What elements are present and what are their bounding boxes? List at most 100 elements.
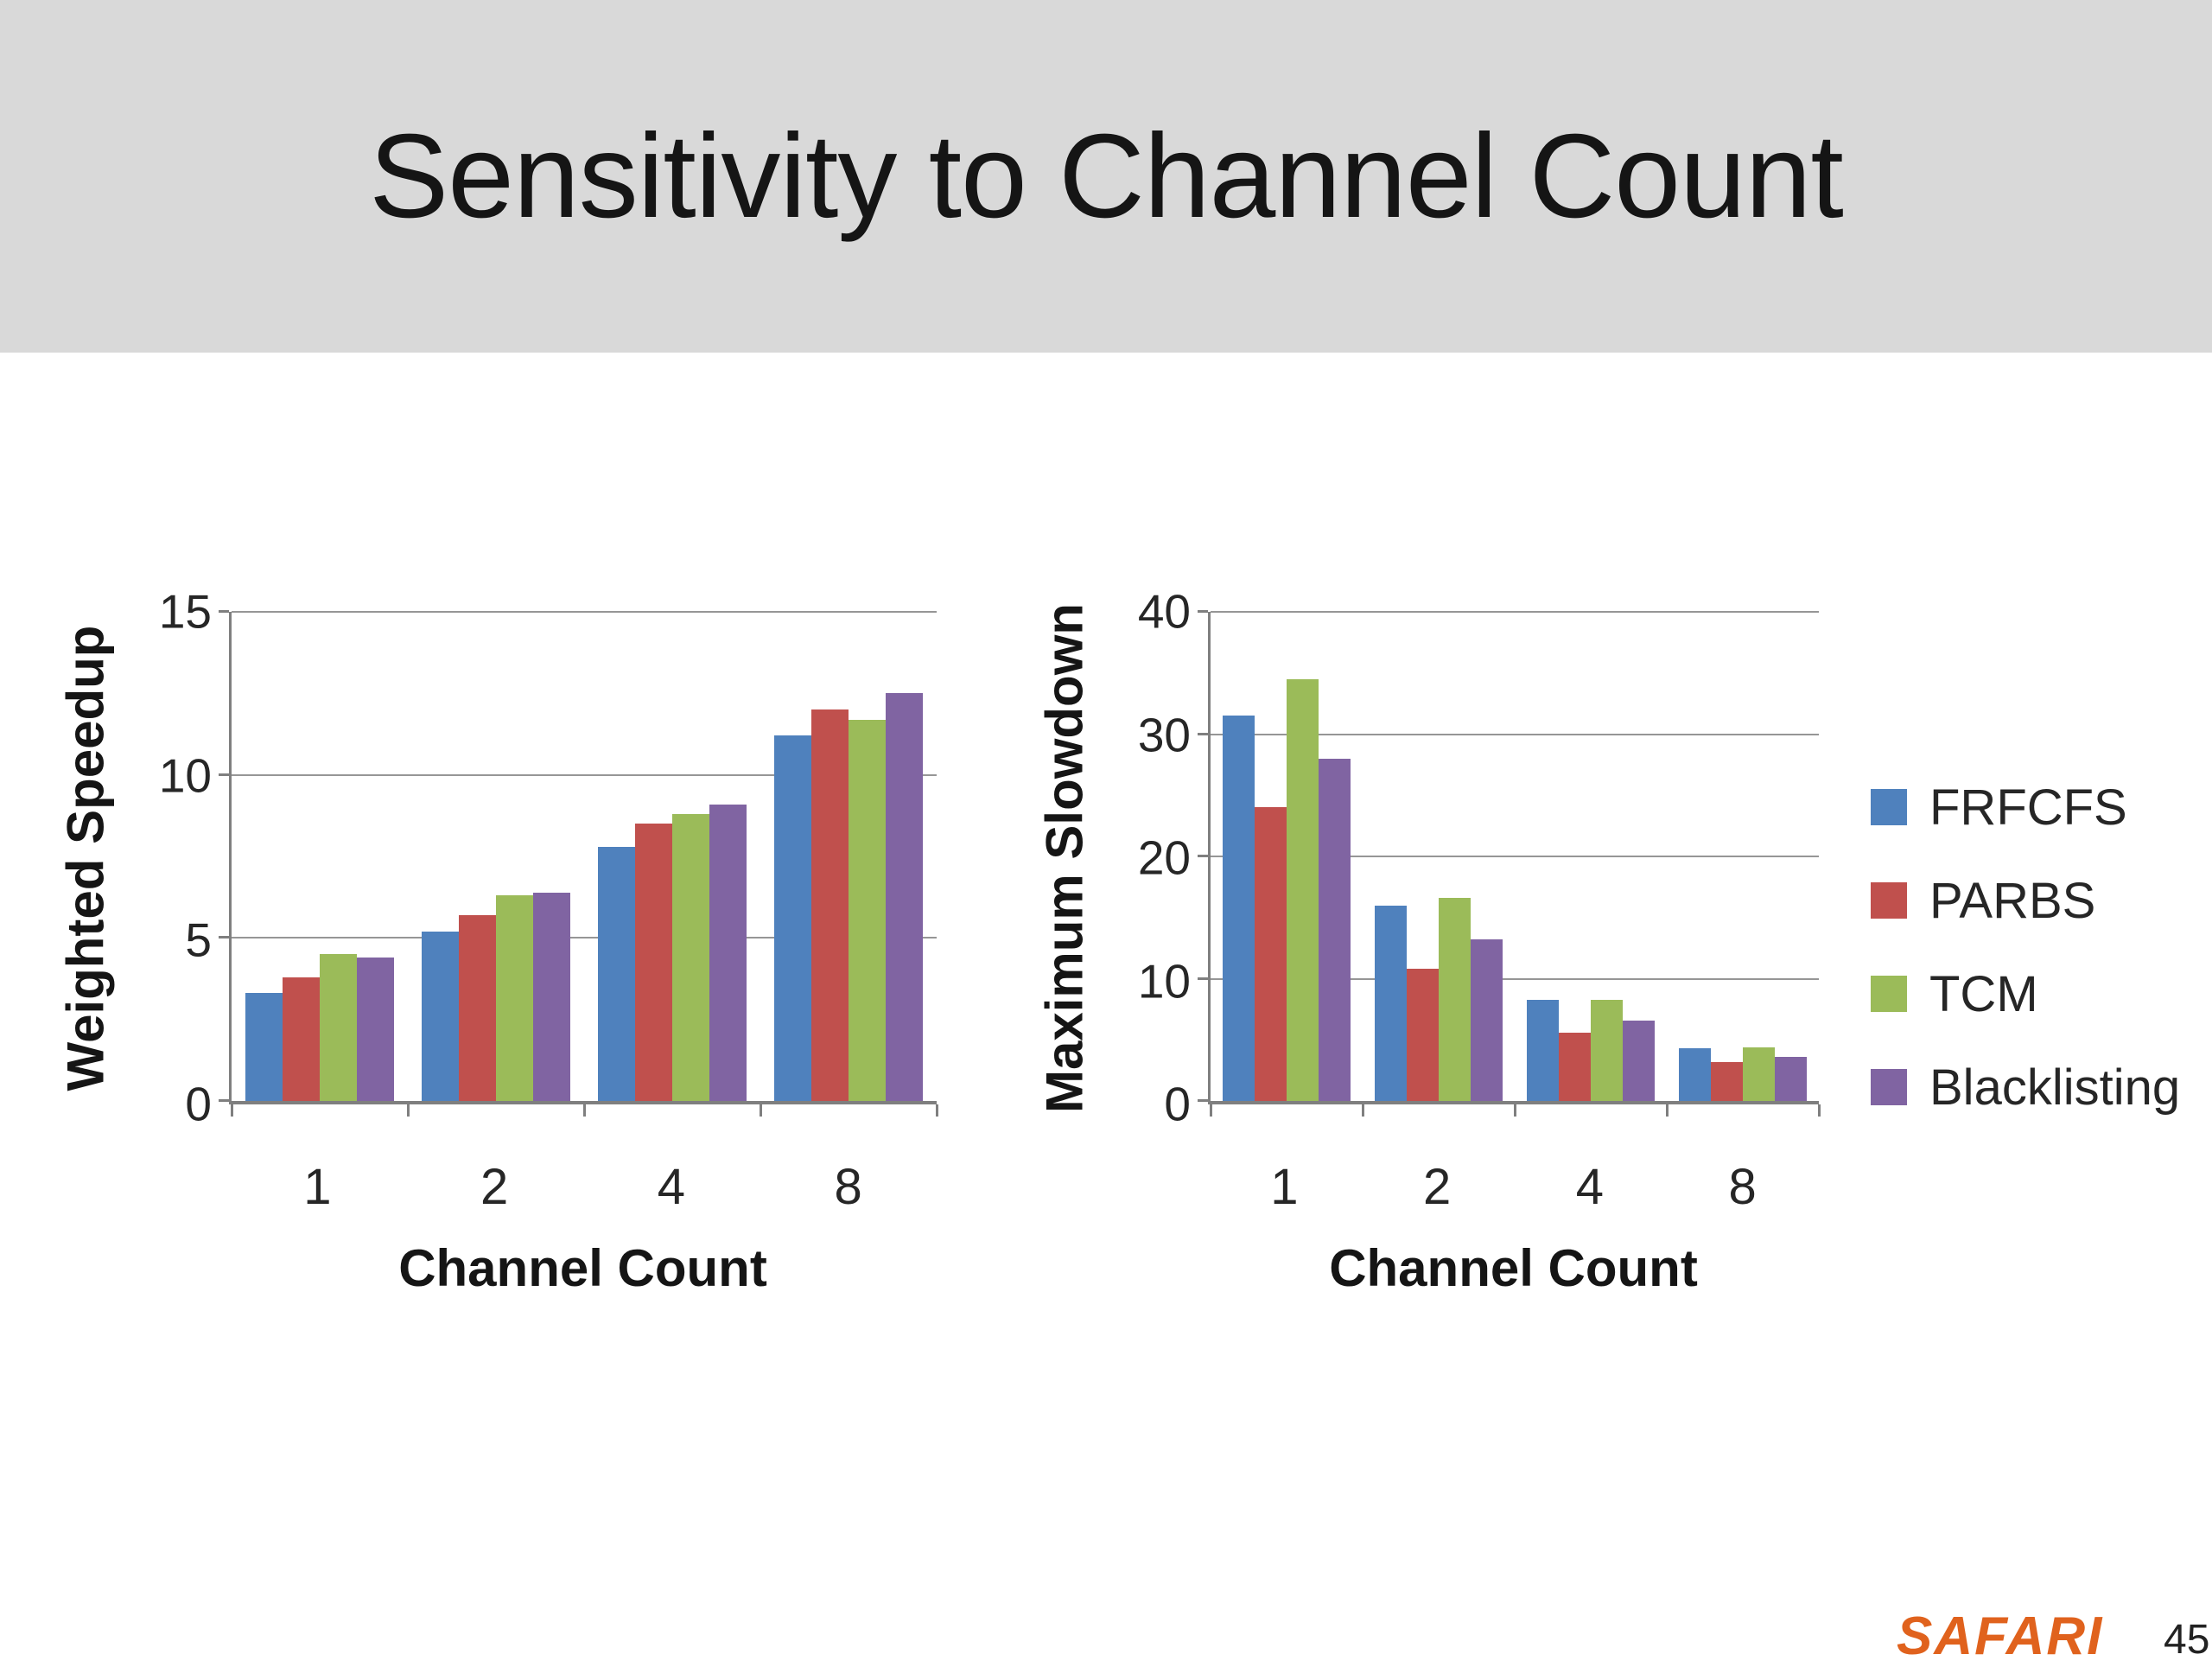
chart-plot-row: 0 10 20 30 40 (1104, 588, 1821, 1128)
x-tick-label: 1 (1270, 1159, 1299, 1215)
bar-parbs-channel-8 (1711, 1061, 1743, 1101)
bar-tcm-channel-8 (1743, 1047, 1775, 1101)
x-tick-label: 2 (1422, 1159, 1452, 1215)
x-axis-tickmark (760, 1104, 762, 1117)
bar-frfcfs-channel-4 (598, 846, 636, 1101)
x-axis-label-channel-count: Channel Count (398, 1239, 767, 1297)
bar-tcm-channel-4 (1591, 999, 1623, 1101)
x-axis-label-channel-count: Channel Count (1329, 1239, 1698, 1297)
y-axis-tickmark (1198, 1099, 1208, 1102)
plot-area (1198, 610, 1821, 1117)
y-tick-label: 0 (1164, 1077, 1191, 1131)
safari-logo: SAFARI (1897, 1607, 2104, 1666)
legend-label: Blacklisting (1929, 1059, 2181, 1116)
bar-group-channel-4 (1515, 612, 1667, 1101)
bar-blacklisting-channel-2 (1470, 939, 1503, 1101)
gridline (1211, 733, 1819, 735)
y-axis-ticks: 0 5 10 15 (125, 588, 229, 1128)
bar-frfcfs-channel-8 (1679, 1048, 1712, 1101)
bar-frfcfs-channel-8 (774, 735, 812, 1101)
legend-item-frfcfs: FRFCFS (1871, 760, 2180, 854)
bar-parbs-channel-4 (1559, 1032, 1591, 1101)
gridline (232, 937, 937, 939)
y-tick-label: 20 (1137, 830, 1191, 885)
x-axis-tickmark (1362, 1104, 1364, 1117)
y-tick-label: 0 (185, 1077, 212, 1131)
bar-frfcfs-channel-2 (1375, 905, 1408, 1101)
x-axis-tickmark (1666, 1104, 1669, 1117)
bar-group-channel-1 (1211, 612, 1363, 1101)
bar-tcm-channel-4 (672, 813, 709, 1101)
y-axis-tickmark (1198, 732, 1208, 735)
legend-item-blacklisting: Blacklisting (1871, 1040, 2180, 1134)
bar-group-channel-8 (760, 612, 937, 1101)
legend-swatch-tcm (1871, 976, 1907, 1012)
bar-tcm-channel-1 (320, 954, 357, 1101)
legend-label: FRFCFS (1929, 779, 2127, 836)
x-axis-tickmark (407, 1104, 410, 1117)
y-axis-tickmark (1198, 977, 1208, 980)
y-axis-tickmark (219, 936, 229, 939)
bar-blacklisting-channel-4 (1622, 1020, 1655, 1101)
y-axis-label-weighted-speedup: Weighted Speedup (56, 625, 115, 1091)
y-tick-label: 10 (158, 748, 212, 803)
y-tick-label: 40 (1137, 584, 1191, 639)
x-tick-label: 8 (1728, 1159, 1757, 1215)
bar-group-channel-8 (1667, 612, 1819, 1101)
x-tick-label: 2 (480, 1159, 509, 1215)
x-axis-tickmark (231, 1104, 233, 1117)
bar-blacklisting-channel-4 (709, 804, 747, 1101)
x-axis-tickmark (1514, 1104, 1516, 1117)
bar-group-channel-4 (584, 612, 760, 1101)
bar-parbs-channel-2 (1407, 969, 1439, 1101)
bar-blacklisting-channel-2 (532, 892, 570, 1101)
bar-frfcfs-channel-2 (422, 931, 460, 1101)
x-tick-label: 1 (303, 1159, 332, 1215)
bar-frfcfs-channel-4 (1527, 999, 1560, 1101)
y-axis-label-maximum-slowdown: Maximum Slowdown (1035, 602, 1094, 1114)
x-axis-tickmark (1818, 1104, 1821, 1117)
legend-label: TCM (1929, 965, 2038, 1022)
gridline (1211, 856, 1819, 857)
legend-item-tcm: TCM (1871, 947, 2180, 1040)
x-axis-tickmark (583, 1104, 586, 1117)
plot-area (219, 610, 938, 1117)
x-axis-tickmark (936, 1104, 938, 1117)
gridline (232, 611, 937, 613)
slide-title: Sensitivity to Channel Count (369, 109, 1844, 243)
bar-parbs-channel-8 (811, 709, 849, 1101)
page-number: 45 (2164, 1617, 2210, 1663)
bar-blacklisting-channel-1 (356, 957, 394, 1101)
x-axis-tickmark (1210, 1104, 1212, 1117)
bar-parbs-channel-1 (1255, 807, 1287, 1101)
bar-frfcfs-channel-1 (1223, 716, 1255, 1101)
bar-tcm-channel-8 (849, 719, 886, 1101)
y-tick-label: 30 (1137, 708, 1191, 761)
y-axis-tickmark (1198, 855, 1208, 857)
y-tick-label: 10 (1137, 954, 1191, 1008)
legend-swatch-frfcfs (1871, 789, 1907, 825)
x-tick-label: 4 (657, 1159, 685, 1215)
x-tick-label: 8 (834, 1159, 862, 1215)
bar-tcm-channel-1 (1287, 678, 1319, 1101)
y-tick-label: 5 (185, 913, 212, 967)
y-axis-tickmark (1198, 610, 1208, 613)
legend-item-parbs: PARBS (1871, 854, 2180, 947)
chart-plot-row: 0 5 10 15 (125, 588, 938, 1128)
legend-label: PARBS (1929, 872, 2096, 929)
x-tick-label: 4 (1575, 1159, 1604, 1215)
bar-blacklisting-channel-8 (885, 693, 923, 1101)
bar-blacklisting-channel-1 (1318, 758, 1351, 1101)
bar-tcm-channel-2 (496, 895, 533, 1101)
bar-blacklisting-channel-8 (1774, 1057, 1807, 1101)
gridline (1211, 977, 1819, 980)
gridline (232, 773, 937, 776)
bar-group-channel-2 (1363, 612, 1515, 1101)
y-axis-tickmark (219, 610, 229, 613)
y-axis-ticks: 0 10 20 30 40 (1104, 588, 1208, 1128)
x-axis-ticks: 1 2 4 8 (1208, 1104, 1819, 1216)
bar-parbs-channel-2 (459, 914, 496, 1101)
y-axis-tickmark (219, 773, 229, 776)
